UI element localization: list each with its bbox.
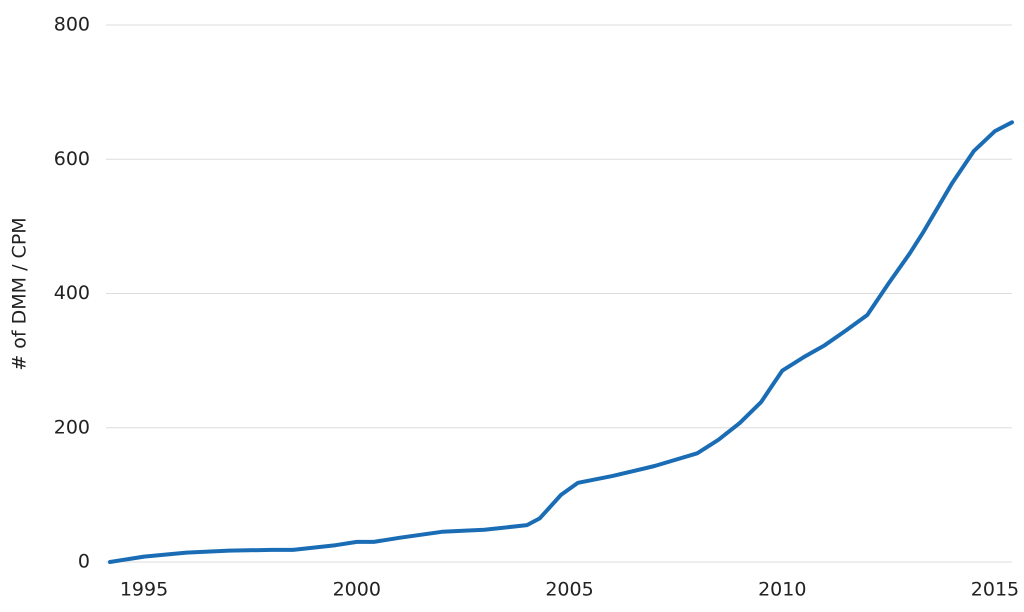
y-tick-label: 200 [54,416,90,438]
x-tick-label: 2010 [758,579,806,601]
y-tick-label: 400 [54,282,90,304]
y-tick-label: 600 [54,148,90,170]
x-tick-label: 1995 [120,579,168,601]
y-tick-label: 800 [54,14,90,36]
data-line [108,120,1014,564]
y-axis-label: # of DMM / CPM [9,217,31,370]
x-tick-label: 2000 [333,579,381,601]
y-tick-label: 0 [78,551,90,573]
x-tick-label: 2005 [545,579,593,601]
x-tick-label: 2015 [971,579,1019,601]
